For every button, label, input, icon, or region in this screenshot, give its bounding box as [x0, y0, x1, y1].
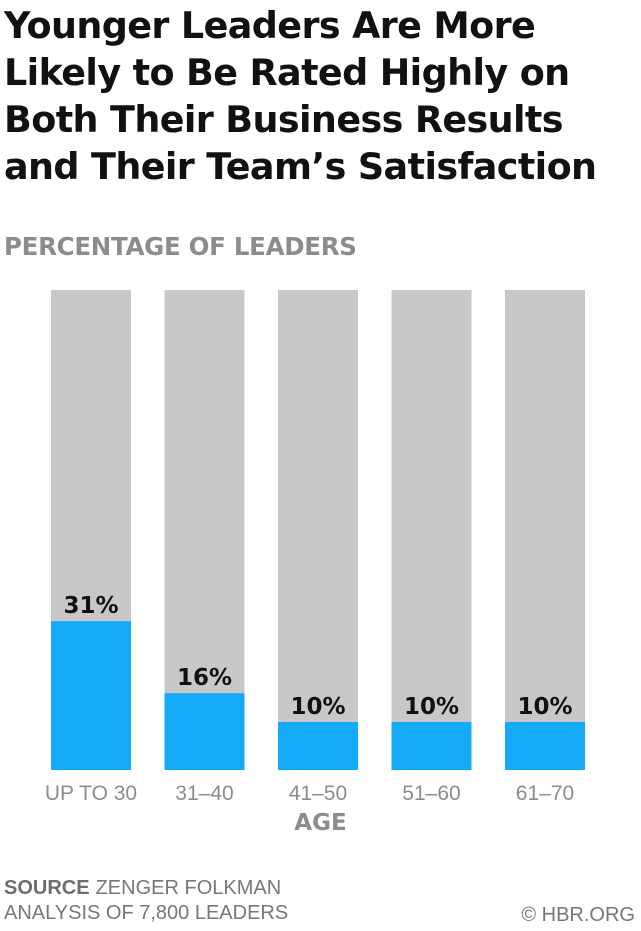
- bar-value-label: 31%: [63, 593, 118, 619]
- source-line-1: ZENGER FOLKMAN: [95, 877, 282, 899]
- y-axis-label: PERCENTAGE OF LEADERS: [4, 232, 357, 261]
- source-key: SOURCE: [4, 877, 90, 899]
- x-tick-label: 31–40: [175, 782, 233, 805]
- bar-track: [278, 290, 358, 770]
- bar-track: [391, 290, 472, 770]
- bar-value-label: 10%: [404, 694, 459, 720]
- bar: [278, 722, 358, 770]
- bar-track: [505, 290, 585, 770]
- x-tick-label: 41–50: [289, 782, 347, 805]
- bar-track: [164, 290, 245, 770]
- bar: [51, 621, 131, 770]
- x-tick-label: UP TO 30: [45, 782, 137, 805]
- bar-value-label: 10%: [517, 694, 572, 720]
- bar-value-label: 16%: [177, 665, 232, 691]
- source-line-2: ANALYSIS OF 7,800 LEADERS: [4, 902, 289, 924]
- copyright-credit: © HBR.ORG: [521, 904, 635, 926]
- source-note: SOURCE ZENGER FOLKMAN ANALYSIS OF 7,800 L…: [4, 876, 288, 926]
- bar: [164, 693, 245, 770]
- chart-title: Younger Leaders Are More Likely to Be Ra…: [4, 4, 597, 188]
- x-tick-label: 51–60: [402, 782, 460, 805]
- x-tick-label: 61–70: [516, 782, 574, 805]
- bar: [505, 722, 585, 770]
- bar: [391, 722, 472, 770]
- bar-chart: 31% UP TO 30 16% 31–40 10% 41–50 10% 51–60 10% 61…: [45, 290, 585, 805]
- bar-value-label: 10%: [290, 694, 345, 720]
- x-axis-label: AGE: [294, 810, 347, 836]
